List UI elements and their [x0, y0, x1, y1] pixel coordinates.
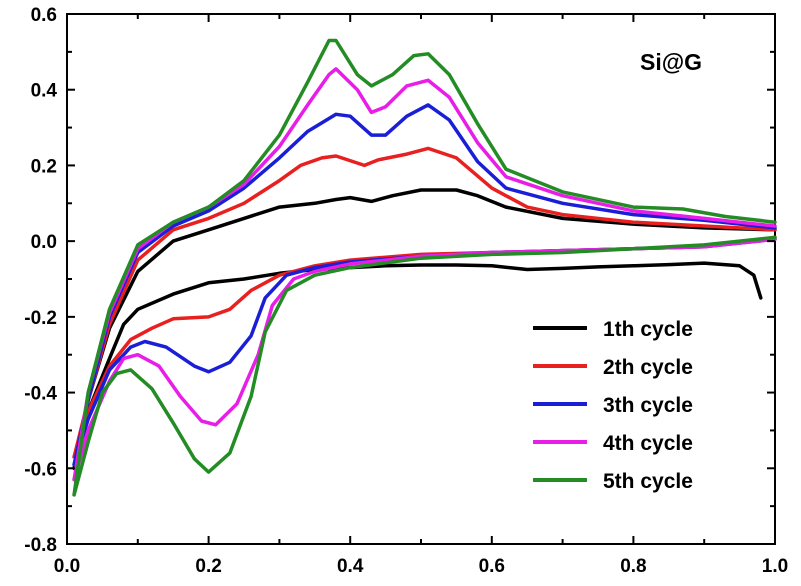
- plot-area: [66, 13, 777, 545]
- series-line-5-anodic: [72, 38, 777, 497]
- series-curves: [72, 38, 777, 497]
- series-line-2-anodic: [72, 146, 777, 459]
- y-tick-label: 0.6: [31, 5, 57, 26]
- x-tick-label: 0.6: [479, 556, 505, 577]
- x-tick-label: 0.4: [337, 556, 364, 577]
- series-line-3-anodic: [72, 103, 777, 467]
- plot-frame: [66, 13, 776, 545]
- legend-label: 4th cycle: [603, 432, 693, 455]
- x-tick-label: 0.2: [195, 556, 221, 577]
- y-tick-label: 0.2: [31, 156, 57, 177]
- x-tick-label: 1.0: [762, 556, 788, 577]
- sample-label: Si@G: [640, 49, 702, 75]
- legend-label: 1th cycle: [603, 318, 693, 341]
- y-axis: -0.8 -0.6 -0.4 -0.2 0.0 0.2 0.4 0.6: [24, 5, 775, 556]
- y-tick-label: -0.2: [24, 308, 57, 329]
- series-line-1-anodic: [72, 188, 777, 471]
- x-tick-label: 0.8: [620, 556, 646, 577]
- series-line-1-cathodic: [72, 261, 763, 471]
- legend-label: 3th cycle: [603, 394, 693, 417]
- y-tick-label: 0.4: [31, 81, 58, 102]
- y-tick-label: 0.0: [31, 232, 57, 253]
- series-line-4-anodic: [72, 67, 777, 482]
- y-tick-label: -0.4: [24, 384, 57, 405]
- x-tick-label: 0.0: [54, 556, 80, 577]
- series-line-5-cathodic: [72, 235, 777, 497]
- y-tick-label: -0.6: [24, 459, 57, 480]
- legend-label: 2th cycle: [603, 356, 693, 379]
- x-axis: 0.0 0.2 0.4 0.6 0.8 1.0: [54, 14, 788, 577]
- series-line-4-cathodic: [72, 237, 777, 482]
- legend-label: 5th cycle: [603, 470, 693, 493]
- legend: 1th cycle 2th cycle 3th cycle 4th cycle 5th …: [533, 318, 693, 493]
- y-tick-label: -0.8: [24, 535, 57, 556]
- series-line-2-cathodic: [72, 235, 777, 459]
